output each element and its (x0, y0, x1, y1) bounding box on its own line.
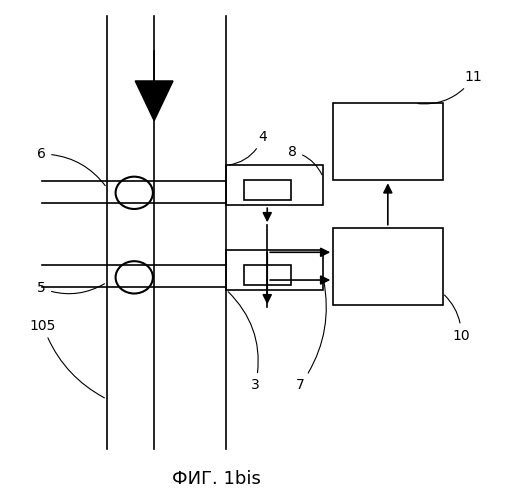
Bar (244, 265, 291, 285)
Text: ФИГ. 1bis: ФИГ. 1bis (172, 470, 261, 488)
Bar (226, 166, 323, 205)
Text: 6: 6 (37, 147, 105, 186)
Text: 7: 7 (296, 280, 326, 392)
Bar (244, 180, 291, 201)
Text: 3: 3 (228, 292, 260, 392)
Bar (333, 104, 443, 180)
Text: 11: 11 (418, 70, 483, 104)
Text: 105: 105 (30, 318, 104, 398)
Text: 10: 10 (445, 295, 470, 343)
Polygon shape (135, 81, 173, 120)
Text: 8: 8 (288, 144, 322, 175)
Bar (226, 250, 323, 290)
Text: 4: 4 (229, 130, 267, 165)
Bar (333, 228, 443, 304)
Text: 5: 5 (37, 282, 104, 296)
